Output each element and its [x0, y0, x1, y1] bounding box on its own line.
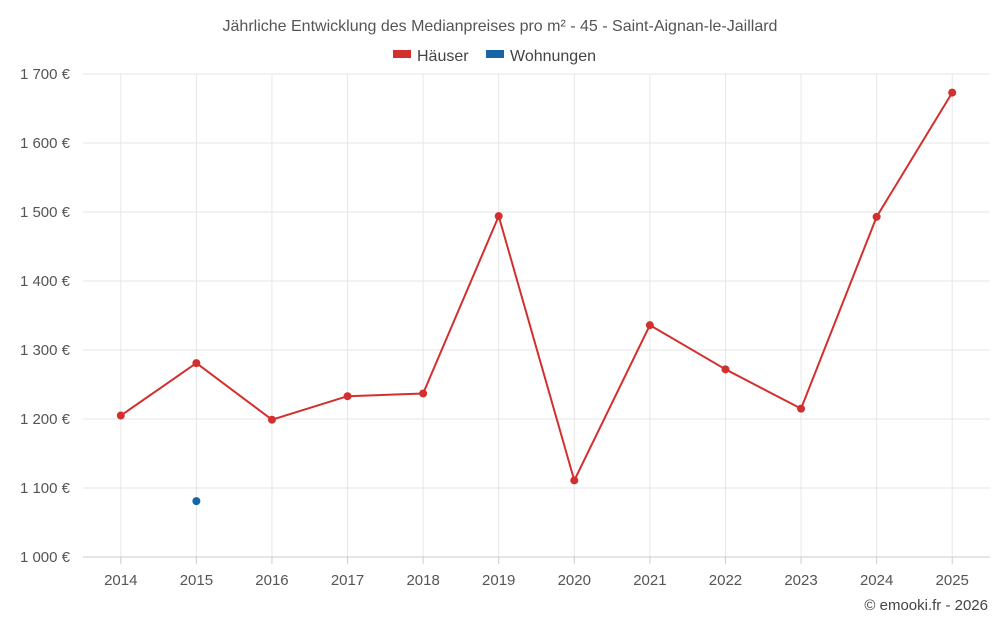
x-tick-label: 2025: [936, 572, 969, 589]
data-point-hauser[interactable]: [116, 411, 125, 420]
data-point-hauser[interactable]: [948, 88, 957, 97]
grid: [83, 73, 990, 558]
y-tick-label: 1 000 €: [20, 549, 71, 566]
data-point-hauser[interactable]: [872, 212, 881, 221]
y-tick-label: 1 300 €: [20, 342, 71, 359]
data-point-hauser[interactable]: [343, 392, 352, 401]
x-tick-label: 2016: [255, 572, 288, 589]
y-tick-label: 1 700 €: [20, 66, 71, 83]
x-tick-label: 2022: [709, 572, 742, 589]
legend: Häuser Wohnungen: [393, 48, 596, 65]
x-tick-label: 2020: [558, 572, 591, 589]
legend-swatch-wohnungen: [486, 50, 504, 58]
axes: 1 000 € 1 100 € 1 200 € 1 300 € 1 400 € 1 500…: [20, 66, 990, 589]
y-tick-label: 1 500 €: [20, 204, 71, 221]
y-tick-label: 1 200 €: [20, 411, 71, 428]
x-tick-label: 2014: [104, 572, 137, 589]
data-point-wohnungen[interactable]: [192, 497, 201, 506]
chart-title: Jährliche Entwicklung des Medianpreises …: [223, 18, 778, 35]
legend-label-wohnungen[interactable]: Wohnungen: [510, 48, 596, 65]
data-point-hauser[interactable]: [797, 404, 806, 413]
data-point-hauser[interactable]: [419, 389, 428, 398]
data-point-hauser[interactable]: [494, 212, 503, 221]
y-tick-label: 1 400 €: [20, 273, 71, 290]
x-tick-label: 2017: [331, 572, 364, 589]
data-point-hauser[interactable]: [570, 476, 579, 485]
series-line-hauser: [120, 92, 954, 482]
x-tick-label: 2015: [180, 572, 213, 589]
legend-swatch-hauser: [393, 50, 411, 58]
x-tick-label: 2018: [406, 572, 439, 589]
credit-text: © emooki.fr - 2026: [864, 597, 988, 614]
legend-label-hauser[interactable]: Häuser: [417, 48, 469, 65]
data-point-hauser[interactable]: [721, 365, 730, 374]
data-point-hauser[interactable]: [192, 359, 201, 368]
data-point-hauser[interactable]: [645, 321, 654, 330]
x-tick-label: 2024: [860, 572, 893, 589]
data-point-hauser[interactable]: [267, 415, 276, 424]
y-tick-label: 1 100 €: [20, 480, 71, 497]
series-layer: [116, 88, 957, 506]
x-tick-label: 2023: [784, 572, 817, 589]
y-tick-label: 1 600 €: [20, 135, 71, 152]
x-tick-label: 2019: [482, 572, 515, 589]
x-tick-label: 2021: [633, 572, 666, 589]
